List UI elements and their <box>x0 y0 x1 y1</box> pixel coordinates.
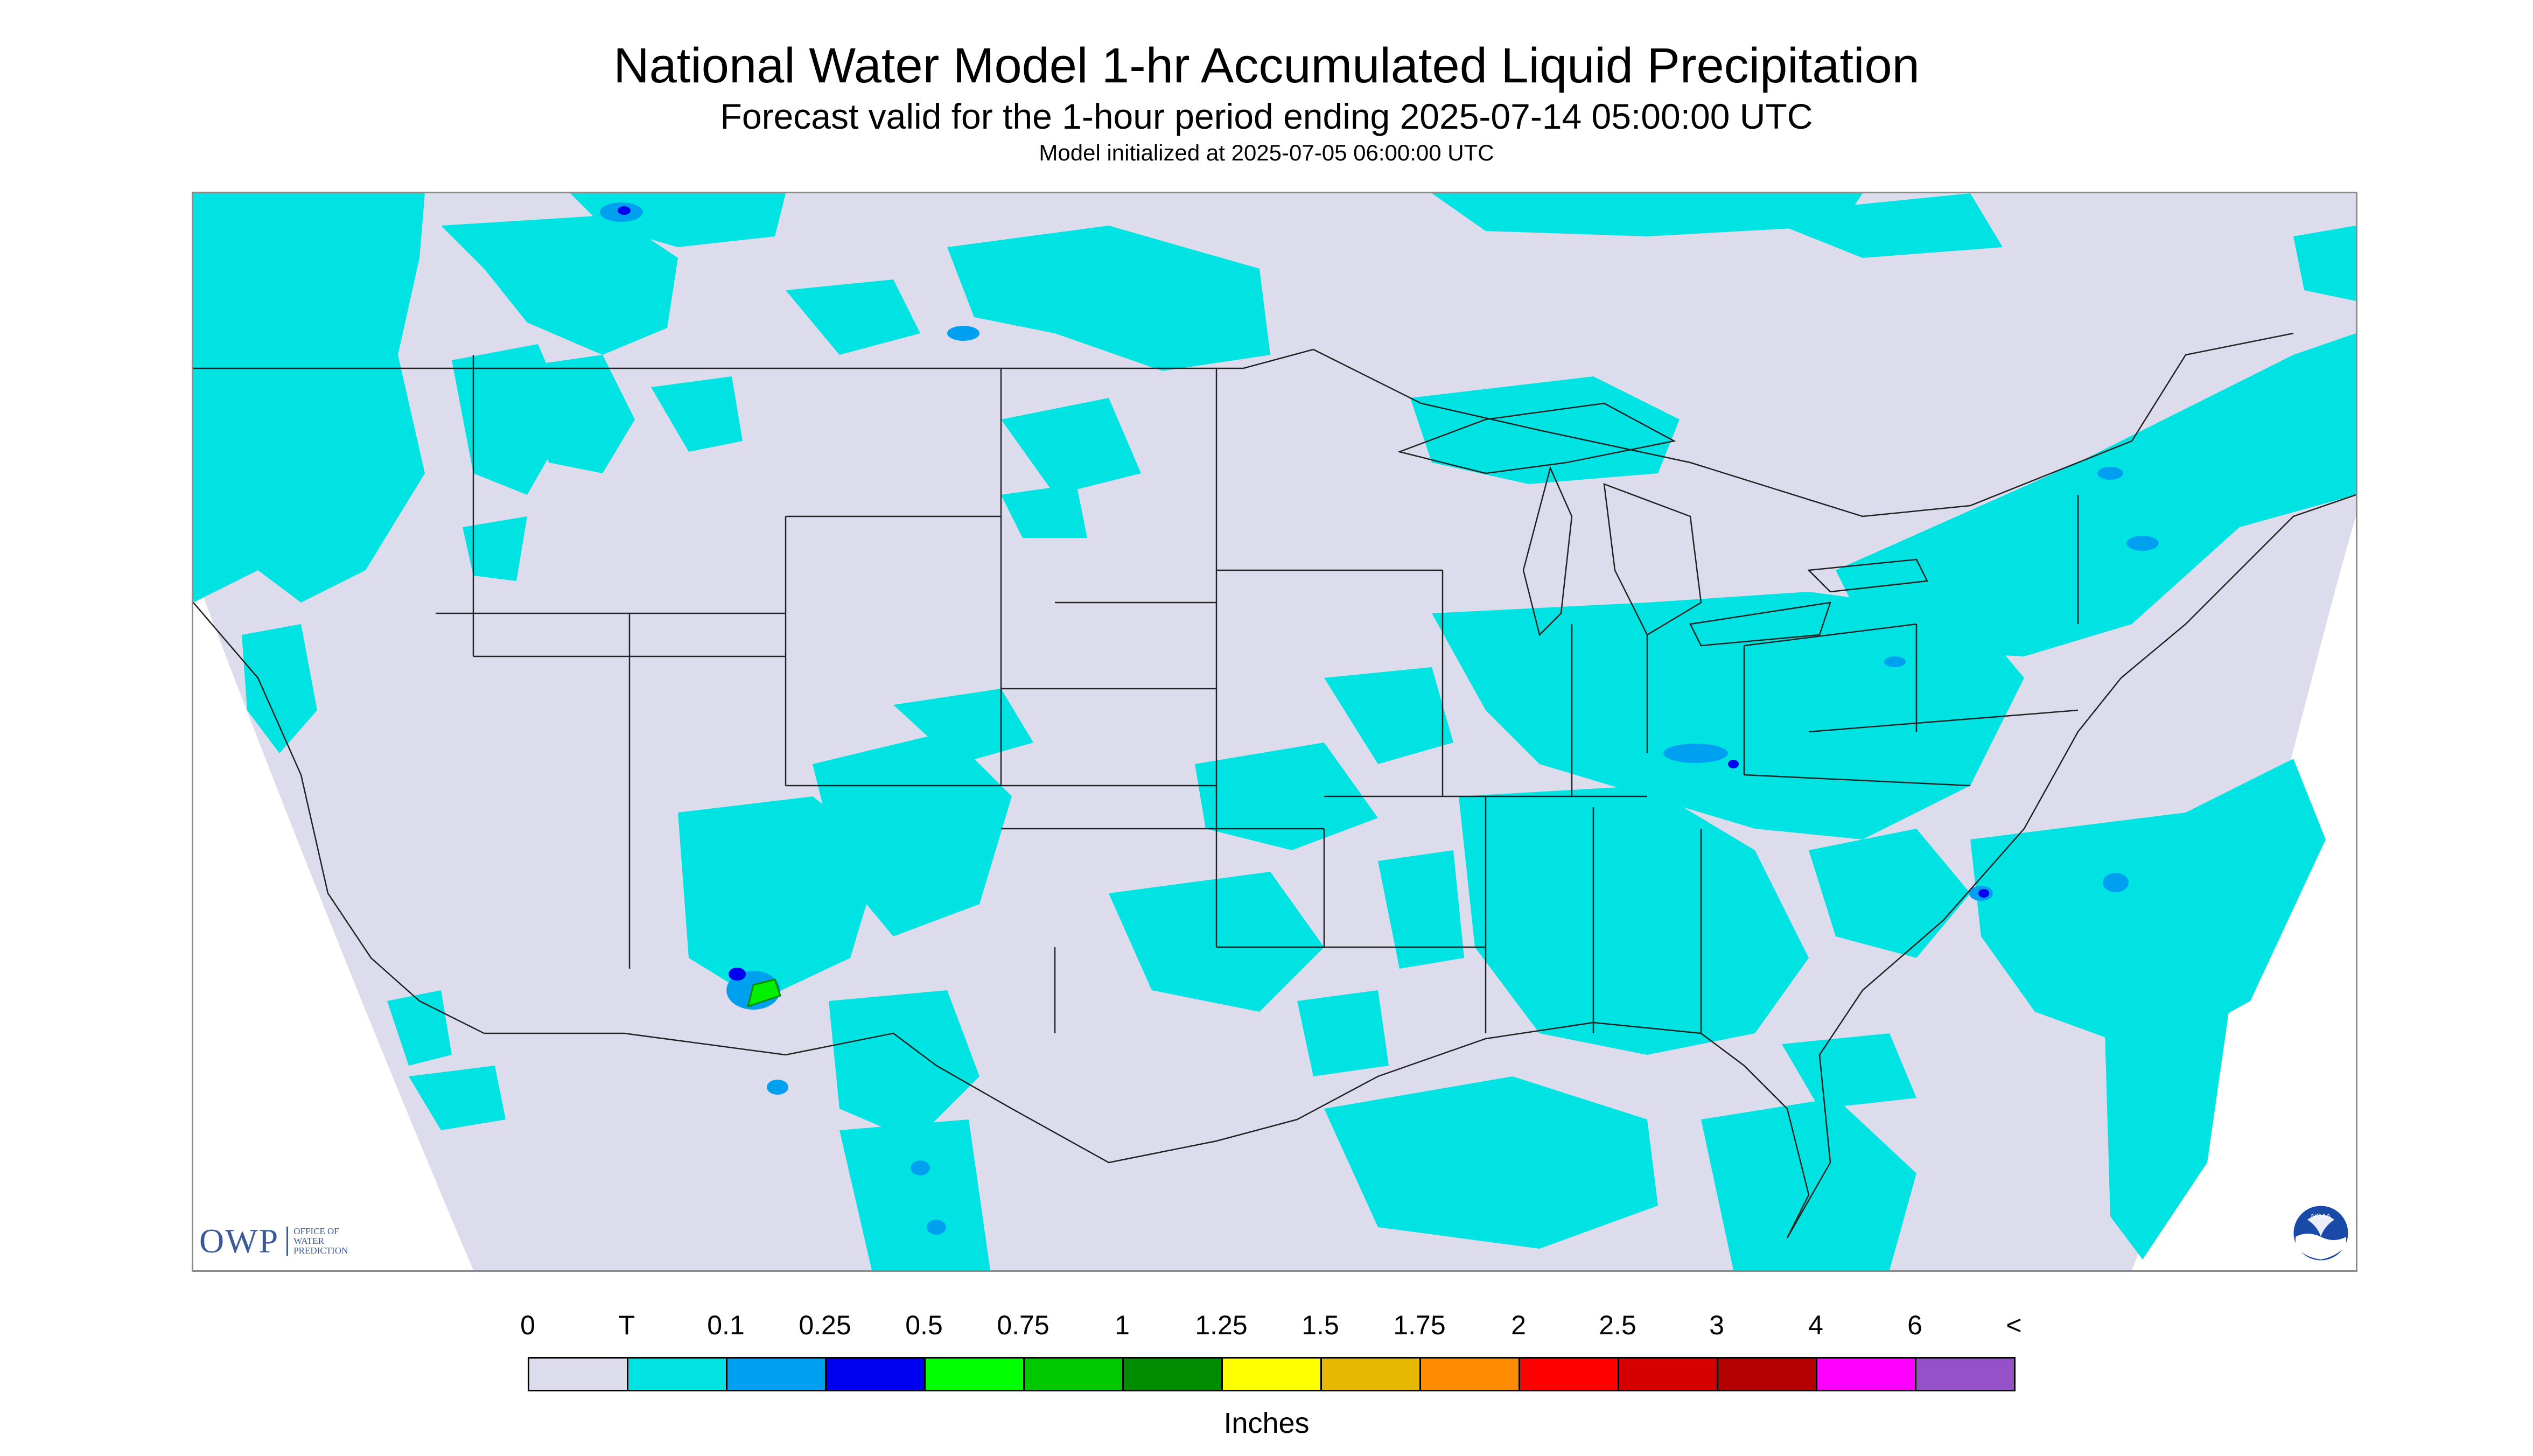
legend-tick-label: 2.5 <box>1599 1310 1636 1340</box>
owp-logo: OWP OFFICE OF WATER PREDICTION <box>199 1221 348 1261</box>
legend-swatch <box>528 1357 628 1391</box>
legend-swatch <box>1816 1357 1916 1391</box>
owp-subtitle-line: PREDICTION <box>293 1245 348 1256</box>
legend-tick-label: 6 <box>1907 1310 1922 1340</box>
legend-swatch <box>1221 1357 1322 1391</box>
model-init-line: Model initialized at 2025-07-05 06:00:00… <box>1039 140 1494 165</box>
legend-tick-label: 0.75 <box>997 1310 1049 1340</box>
legend-unit: Inches <box>1223 1407 1310 1439</box>
map-canvas <box>193 193 2356 1270</box>
legend-tick-label: 1 <box>1115 1310 1130 1340</box>
legend-swatch <box>1915 1357 2016 1391</box>
legend-tick-label: T <box>618 1310 635 1340</box>
legend-swatch <box>1717 1357 1817 1391</box>
precip-trace-areas <box>193 193 2356 1270</box>
noaa-logo-text: NOAA <box>2311 1212 2331 1220</box>
legend-swatch <box>924 1357 1025 1391</box>
legend-tick-label: 0.1 <box>707 1310 745 1340</box>
legend-tick-label: 4 <box>1808 1310 1823 1340</box>
legend-swatch <box>1320 1357 1421 1391</box>
precip-green-areas <box>746 978 781 1008</box>
map-subtitle: Forecast valid for the 1-hour period end… <box>720 96 1813 136</box>
legend-swatch <box>825 1357 926 1391</box>
map-title: National Water Model 1-hr Accumulated Li… <box>613 38 1920 93</box>
owp-logo-mark: OWP <box>199 1222 279 1260</box>
legend-tick-label: 3 <box>1709 1310 1724 1340</box>
legend-tick-label: 0.25 <box>799 1310 851 1340</box>
legend-tick-label: 0.5 <box>905 1310 943 1340</box>
owp-subtitle-line: OFFICE OF <box>293 1226 339 1236</box>
legend-tick-label: 1.75 <box>1393 1310 1446 1340</box>
precipitation-map <box>192 192 2357 1272</box>
precip-blue-areas <box>618 206 1989 981</box>
legend-tick-label: < <box>2006 1310 2022 1340</box>
owp-subtitle-line: WATER <box>293 1236 324 1246</box>
noaa-logo: NOAA <box>2292 1204 2350 1262</box>
legend-tick-label: 1.5 <box>1302 1310 1339 1340</box>
legend-tick-label: 2 <box>1511 1310 1526 1340</box>
legend-swatch <box>1023 1357 1124 1391</box>
legend-swatch <box>1519 1357 1619 1391</box>
legend-tick-label: 0 <box>520 1310 535 1340</box>
owp-logo-subtitle: OFFICE OF WATER PREDICTION <box>286 1227 348 1256</box>
political-borders <box>193 332 2356 1238</box>
legend-swatch <box>726 1357 827 1391</box>
legend-swatch <box>1122 1357 1223 1391</box>
legend-swatch <box>1419 1357 1520 1391</box>
legend-swatch <box>1618 1357 1718 1391</box>
legend-swatch <box>627 1357 727 1391</box>
legend-tick-label: 1.25 <box>1195 1310 1248 1340</box>
